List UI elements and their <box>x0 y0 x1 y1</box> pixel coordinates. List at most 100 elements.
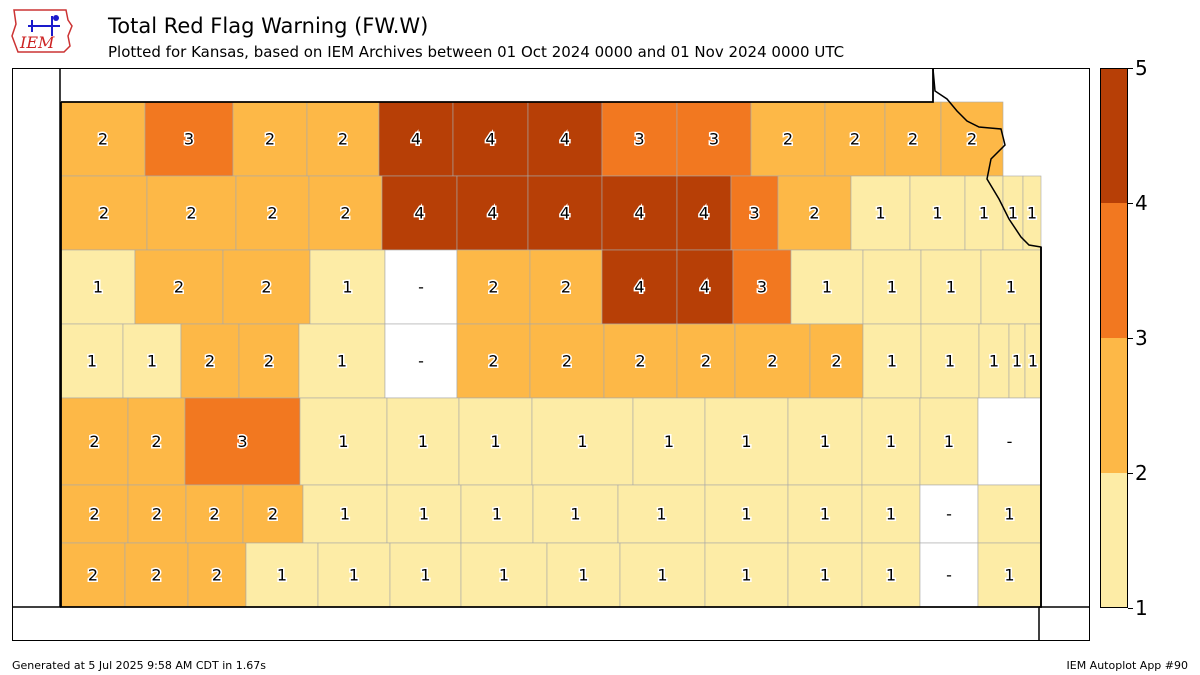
county-value-label: 1 <box>886 432 896 451</box>
county-value-label: - <box>418 278 424 297</box>
county-value-label: 2 <box>767 352 777 371</box>
map-title: Total Red Flag Warning (FW.W) <box>108 14 429 38</box>
county-value-label: 1 <box>1004 505 1014 524</box>
county-shape <box>861 484 921 544</box>
county-value-label: 2 <box>488 352 498 371</box>
county-shape <box>185 484 244 544</box>
county-shape <box>146 175 237 251</box>
colorbar-tick-label: 4 <box>1135 191 1148 215</box>
logo-text: IEM <box>19 33 55 52</box>
colorbar-band <box>1100 473 1128 608</box>
county-shape <box>384 323 458 399</box>
county-shape <box>532 484 619 544</box>
county-value-label: 2 <box>209 505 219 524</box>
county-value-label: 3 <box>709 130 719 149</box>
county-value-label: 1 <box>87 352 97 371</box>
county-value-label: 1 <box>1027 204 1037 223</box>
county-shape <box>676 175 732 251</box>
county-shape <box>232 101 308 177</box>
county-value-label: 4 <box>560 130 570 149</box>
county-shape <box>527 175 603 251</box>
county-value-label: 2 <box>205 352 215 371</box>
county-value-label: 1 <box>1008 204 1018 223</box>
county-shape <box>235 175 310 251</box>
county-shape <box>456 249 531 325</box>
county-shape <box>60 101 146 177</box>
county-value-label: 1 <box>342 278 352 297</box>
county-value-label: 1 <box>887 352 897 371</box>
county-value-label: 4 <box>560 204 570 223</box>
county-value-label: 4 <box>634 278 644 297</box>
county-value-label: 4 <box>485 130 495 149</box>
colorbar-tick-mark <box>1128 203 1133 204</box>
county-value-label: 1 <box>741 432 751 451</box>
county-value-label: 1 <box>820 432 830 451</box>
county-shape <box>676 101 752 177</box>
colorbar-tick-label: 3 <box>1135 326 1148 350</box>
county-value-label: 1 <box>946 278 956 297</box>
county-value-label: 3 <box>757 278 767 297</box>
county-shape <box>676 323 736 399</box>
county-value-label: 2 <box>267 204 277 223</box>
county-value-label: 1 <box>578 566 588 585</box>
county-value-label: 1 <box>822 278 832 297</box>
colorbar-tick-mark <box>1128 68 1133 69</box>
county-value-label: 4 <box>699 204 709 223</box>
county-value-label: 1 <box>337 352 347 371</box>
county-value-label: 2 <box>99 204 109 223</box>
county-shape <box>458 397 533 486</box>
county-layer <box>60 101 1042 608</box>
county-value-label: 1 <box>349 566 359 585</box>
county-value-label: 4 <box>634 204 644 223</box>
county-value-label: 2 <box>635 352 645 371</box>
county-value-label: 1 <box>664 432 674 451</box>
county-value-label: 1 <box>418 432 428 451</box>
county-shape <box>238 323 300 399</box>
kansas-county-map: 2 3 2 2 4 4 4 3 3 2 2 2 22 2 2 2 4 4 4 4 4 3 2 1 1 1 1 11 2 2 1-2 2 4 4 3 1… <box>13 69 1089 640</box>
county-value-label: 1 <box>147 352 157 371</box>
county-value-label: 1 <box>656 505 666 524</box>
county-value-label: 2 <box>831 352 841 371</box>
county-shape <box>601 175 678 251</box>
county-value-label: 1 <box>340 505 350 524</box>
colorbar-band <box>1100 338 1128 473</box>
county-value-label: 1 <box>93 278 103 297</box>
county-value-label: 2 <box>268 505 278 524</box>
county-value-label: 2 <box>152 505 162 524</box>
county-shape <box>60 397 129 486</box>
county-value-label: 4 <box>414 204 424 223</box>
county-shape <box>381 175 458 251</box>
county-value-label: 2 <box>908 130 918 149</box>
county-value-label: 2 <box>850 130 860 149</box>
county-shape <box>809 323 864 399</box>
county-value-label: 1 <box>492 505 502 524</box>
county-value-label: 1 <box>989 352 999 371</box>
county-value-label: 1 <box>944 432 954 451</box>
county-shape <box>124 542 189 608</box>
county-shape <box>790 249 864 325</box>
county-shape <box>222 249 311 325</box>
county-shape <box>787 542 863 608</box>
county-shape <box>308 175 383 251</box>
county-value-label: 1 <box>420 566 430 585</box>
county-value-label: 2 <box>261 278 271 297</box>
colorbar-tick-mark <box>1128 608 1133 609</box>
county-shape <box>977 484 1042 544</box>
county-value-label: 2 <box>340 204 350 223</box>
county-value-label: 1 <box>1006 278 1016 297</box>
county-shape <box>884 101 942 177</box>
county-shape <box>309 249 386 325</box>
county-shape <box>127 397 186 486</box>
county-value-label: 3 <box>184 130 194 149</box>
county-value-label: 2 <box>98 130 108 149</box>
county-value-label: 2 <box>488 278 498 297</box>
county-shape <box>909 175 966 251</box>
generated-timestamp: Generated at 5 Jul 2025 9:58 AM CDT in 1… <box>12 659 266 672</box>
county-shape <box>704 397 789 486</box>
county-value-label: 4 <box>700 278 710 297</box>
county-shape <box>317 542 391 608</box>
colorbar-band <box>1100 203 1128 338</box>
county-value-label: 2 <box>151 566 161 585</box>
colorbar <box>1100 68 1128 608</box>
colorbar-tick-mark <box>1128 338 1133 339</box>
